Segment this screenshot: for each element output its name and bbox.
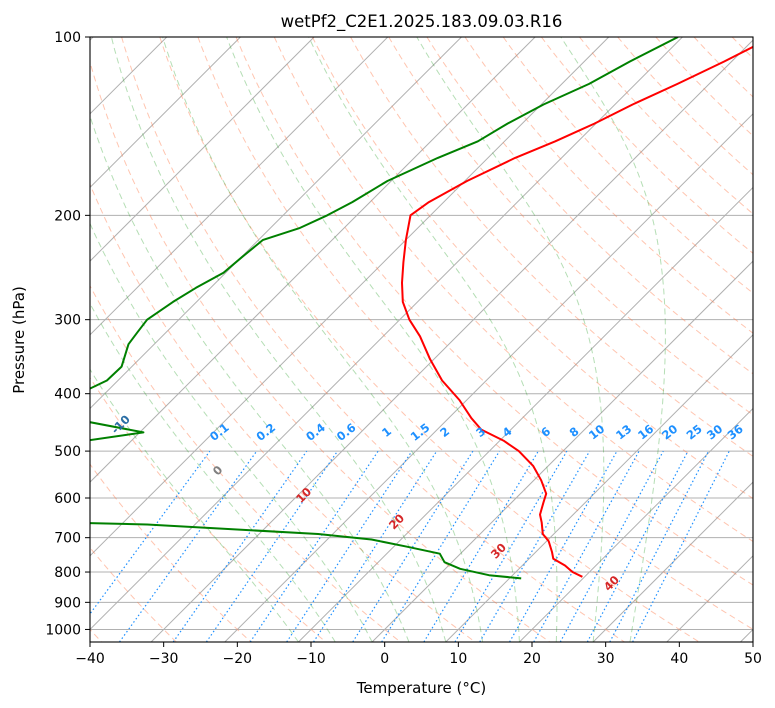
y-tick-label: 200 <box>54 208 81 224</box>
sounding-series <box>90 37 753 580</box>
isotherm-gridline <box>298 186 753 642</box>
isotherm-gridline <box>90 37 389 336</box>
isotherm-gridline <box>90 37 610 557</box>
y-axis-title: Pressure (hPa) <box>10 286 28 394</box>
isotherm-gridline <box>150 39 753 642</box>
dry-adiabat-line <box>197 37 753 630</box>
isotherm-gridline <box>90 37 315 262</box>
y-tick-label: 500 <box>54 444 81 460</box>
x-tick-label: 10 <box>449 651 467 667</box>
y-tick-label: 700 <box>54 531 81 547</box>
moist-adiabat-line <box>90 368 299 642</box>
mixing-ratio-line <box>479 450 591 642</box>
dry-adiabat-line <box>541 37 753 254</box>
x-tick-label: −10 <box>296 651 326 667</box>
y-tick-label: 800 <box>54 565 81 581</box>
dry-adiabats <box>90 37 775 642</box>
isotherm-gridline <box>519 407 753 642</box>
moist-adiabat-line <box>110 37 447 642</box>
dry-adiabat-line <box>121 37 625 642</box>
dry-adiabat-line <box>90 60 551 642</box>
mixing-ratio-line <box>172 450 308 642</box>
mixing-ratio-line <box>205 450 339 642</box>
plot-frame <box>89 36 754 643</box>
dry-adiabat-line <box>426 37 753 375</box>
isotherm-gridline <box>90 37 462 410</box>
y-tick-label: 1000 <box>45 622 81 638</box>
isotherm-gridline <box>90 37 241 189</box>
dry-adiabat-line <box>579 37 753 215</box>
mixing-ratio-line <box>423 450 539 642</box>
dry-adiabat-line <box>90 183 476 642</box>
y-tick-label: 300 <box>54 313 81 329</box>
dry-adiabat-line <box>159 37 700 642</box>
dry-adiabat-line <box>350 37 753 457</box>
isotherm-gridline <box>592 481 753 642</box>
isotherm-gridline <box>224 113 753 642</box>
x-axis-title: Temperature (°C) <box>356 679 486 697</box>
mixing-ratio-lines <box>90 450 730 642</box>
isotherm-gridline <box>445 334 753 642</box>
dry-adiabat-line <box>90 376 327 642</box>
mixing-ratio-line <box>533 450 640 642</box>
x-tick-label: 20 <box>523 651 541 667</box>
x-tick-label: −30 <box>149 651 179 667</box>
axis-ticks: −40 −30 −20 −10 0 10 20 30 40 50 100 200 300 400 500 60… <box>45 30 762 667</box>
moist-adiabat-line <box>90 302 336 642</box>
dry-adiabat-line <box>770 37 775 642</box>
x-tick-label: 0 <box>380 651 389 667</box>
mixing-ratio-line <box>559 450 664 642</box>
sounding-line <box>90 37 679 580</box>
y-tick-label: 400 <box>54 387 81 403</box>
isotherm-gridline <box>90 37 683 631</box>
sounding-line <box>401 45 753 578</box>
moist-adiabat-line <box>90 114 410 642</box>
dry-adiabat-line <box>388 37 753 416</box>
isotherm-gridline <box>371 260 753 642</box>
dry-adiabat-line <box>90 463 252 642</box>
x-tick-label: 50 <box>744 651 762 667</box>
moist-adiabat-line <box>226 37 520 642</box>
mixing-ratio-line <box>381 450 500 642</box>
moist-adiabat-line <box>560 37 666 642</box>
mixing-ratio-line <box>454 450 568 642</box>
moist-adiabat-line <box>90 222 373 642</box>
mixing-ratio-line <box>509 450 618 642</box>
y-tick-label: 100 <box>54 30 81 46</box>
dry-adiabat-line <box>235 37 753 586</box>
y-tick-label: 600 <box>54 491 81 507</box>
chart-title: wetPf2_C2E1.2025.183.09.03.R16 <box>281 12 563 32</box>
moist-adiabat-line <box>416 37 605 642</box>
isotherm-gridline <box>90 37 536 483</box>
x-tick-label: 40 <box>670 651 688 667</box>
x-tick-label: 30 <box>597 651 615 667</box>
x-tick-label: −40 <box>75 651 105 667</box>
y-tick-label: 900 <box>54 595 81 611</box>
dry-adiabat-line <box>90 284 401 642</box>
x-tick-label: −20 <box>223 651 253 667</box>
moist-adiabat-line <box>162 37 484 642</box>
mixing-ratio-line <box>352 450 474 642</box>
mixing-ratio-line <box>313 450 438 642</box>
dry-adiabat-line <box>311 37 753 500</box>
